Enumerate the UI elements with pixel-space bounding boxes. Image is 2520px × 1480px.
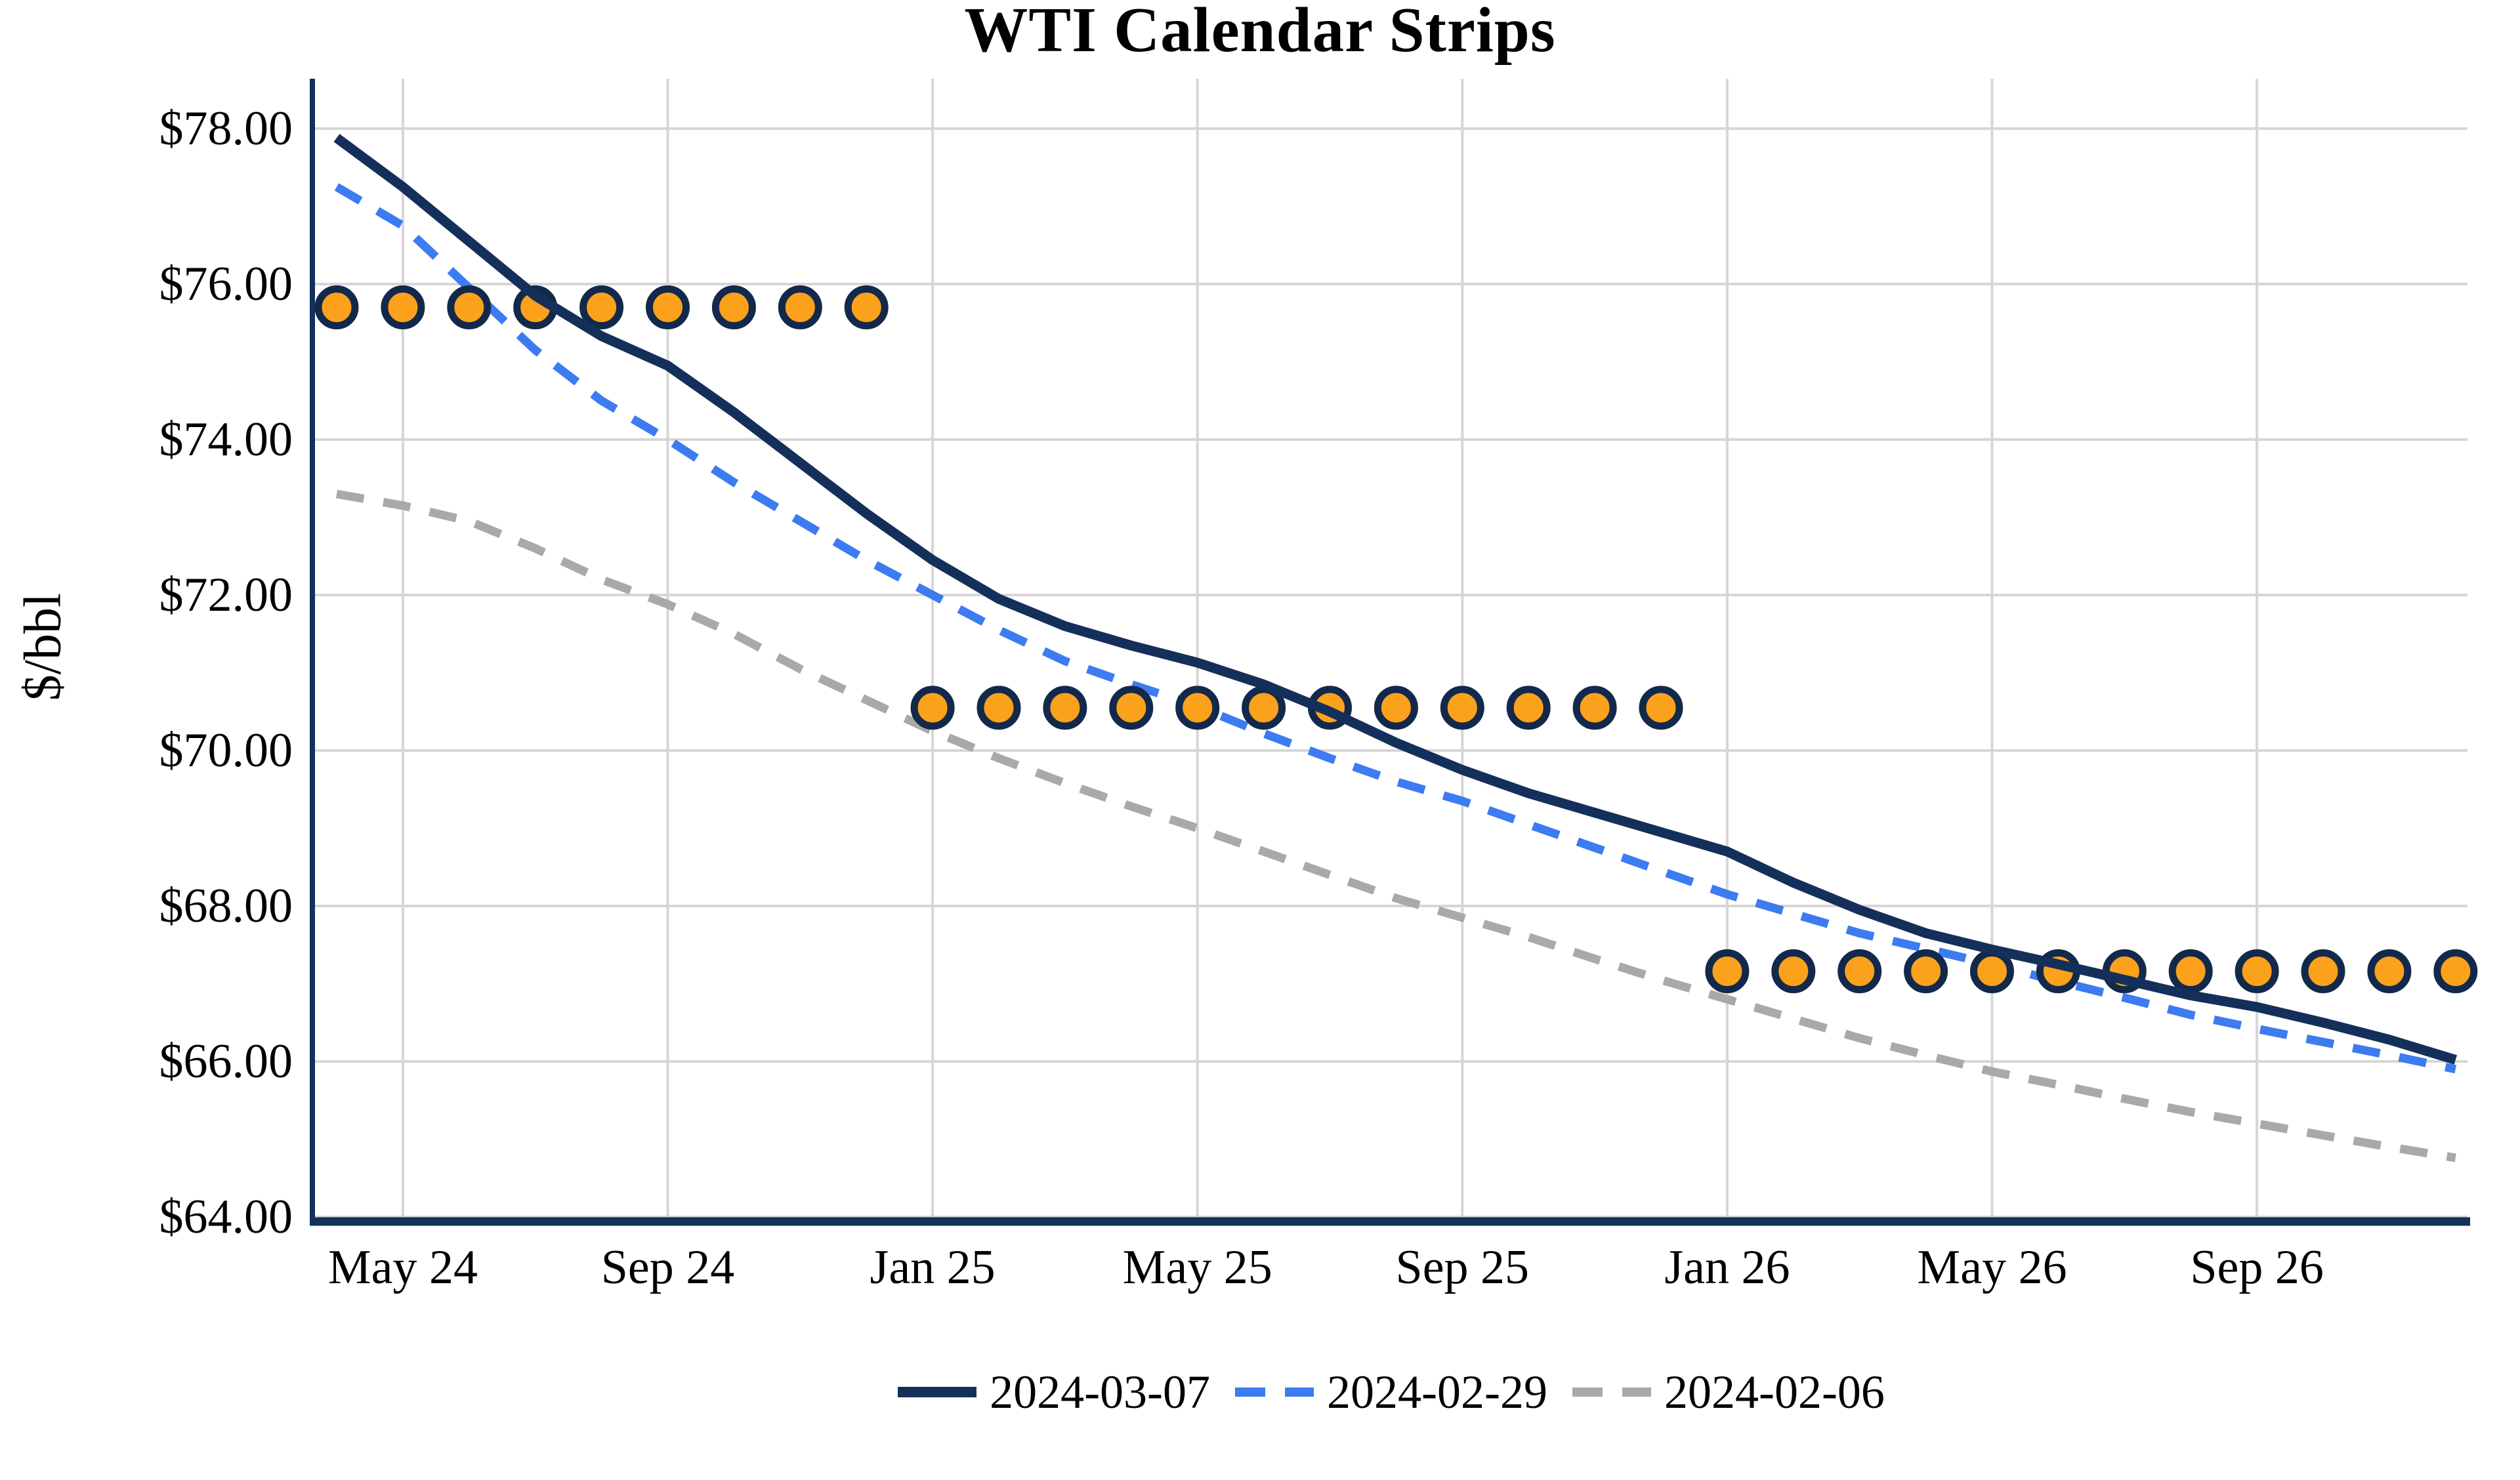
strip-dot-2025: [1109, 686, 1154, 730]
x-tick-label: May 26: [1917, 1241, 2067, 1294]
strip-dot-2025: [1175, 686, 1220, 730]
x-tick-label: Sep 26: [2190, 1241, 2324, 1294]
series-line-2024-02-06: [335, 489, 2456, 1162]
strip-dot-2026: [1705, 949, 1750, 994]
strip-dot-2026: [2301, 949, 2345, 994]
series-line-2024-03-07: [333, 134, 2457, 1065]
strip-dot-2026: [2168, 949, 2213, 994]
legend-swatch-solid: [898, 1387, 977, 1397]
y-tick-label: $74.00: [159, 413, 293, 466]
x-tick-label: May 25: [1122, 1241, 1272, 1294]
strip-dot-2026: [1904, 949, 1948, 994]
strip-dot-2026: [1838, 949, 1882, 994]
strip-dot-2025: [976, 686, 1021, 730]
strip-dot-2025: [1572, 686, 1617, 730]
x-tick-label: Jan 25: [870, 1241, 996, 1294]
legend-swatch-dashed: [1572, 1388, 1651, 1397]
strip-dot-2024: [579, 285, 624, 330]
strip-dot-2026: [2235, 949, 2279, 994]
legend-swatch-dashed: [1235, 1388, 1314, 1397]
y-tick-label: $68.00: [159, 879, 293, 933]
x-tick-label: May 24: [327, 1241, 478, 1294]
strip-dot-2024: [381, 285, 425, 330]
strip-dot-2024: [778, 285, 822, 330]
strip-dot-2026: [2367, 949, 2412, 994]
gridlines: [312, 79, 2468, 1222]
strip-dot-2024: [646, 285, 690, 330]
legend-item-2024-03-07: 2024-03-07: [895, 1366, 1210, 1418]
strip-dot-2025: [1374, 686, 1418, 730]
legend-label: 2024-02-29: [1327, 1366, 1547, 1418]
legend-item-2024-02-06: 2024-02-06: [1570, 1366, 1885, 1418]
legend-label: 2024-02-06: [1664, 1366, 1885, 1418]
y-tick-label: $76.00: [159, 257, 293, 311]
strip-dot-2026: [1771, 949, 1816, 994]
legend-item-2024-02-29: 2024-02-29: [1232, 1366, 1547, 1418]
legend-label: 2024-03-07: [990, 1366, 1211, 1418]
x-tick-label: Sep 24: [600, 1241, 735, 1294]
strip-dot-2024: [844, 285, 889, 330]
y-tick-label: $78.00: [159, 102, 293, 155]
series-line-2024-02-29: [334, 183, 2457, 1074]
strip-dot-2026: [1970, 949, 2014, 994]
strip-dot-2024: [447, 285, 492, 330]
strip-dot-2025: [1043, 686, 1087, 730]
strip-dot-2025: [1440, 686, 1484, 730]
strip-dot-2025: [1639, 686, 1683, 730]
y-tick-label: $66.00: [159, 1035, 293, 1088]
x-tick-label: Sep 25: [1395, 1241, 1530, 1294]
y-tick-label: $72.00: [159, 568, 293, 622]
calendar-strip-markers: [314, 285, 2478, 994]
legend: 2024-03-07 2024-02-29 2024-02-06: [312, 1366, 2468, 1418]
chart-title: WTI Calendar Strips: [964, 0, 1556, 65]
strip-dot-2024: [711, 285, 756, 330]
strip-dot-2025: [1506, 686, 1551, 730]
x-tick-label: Jan 26: [1664, 1241, 1790, 1294]
y-tick-label: $70.00: [159, 724, 293, 777]
y-tick-label: $64.00: [159, 1190, 293, 1244]
strip-dot-2026: [2433, 949, 2478, 994]
strip-dot-2025: [910, 686, 955, 730]
strip-dot-2024: [314, 285, 359, 330]
